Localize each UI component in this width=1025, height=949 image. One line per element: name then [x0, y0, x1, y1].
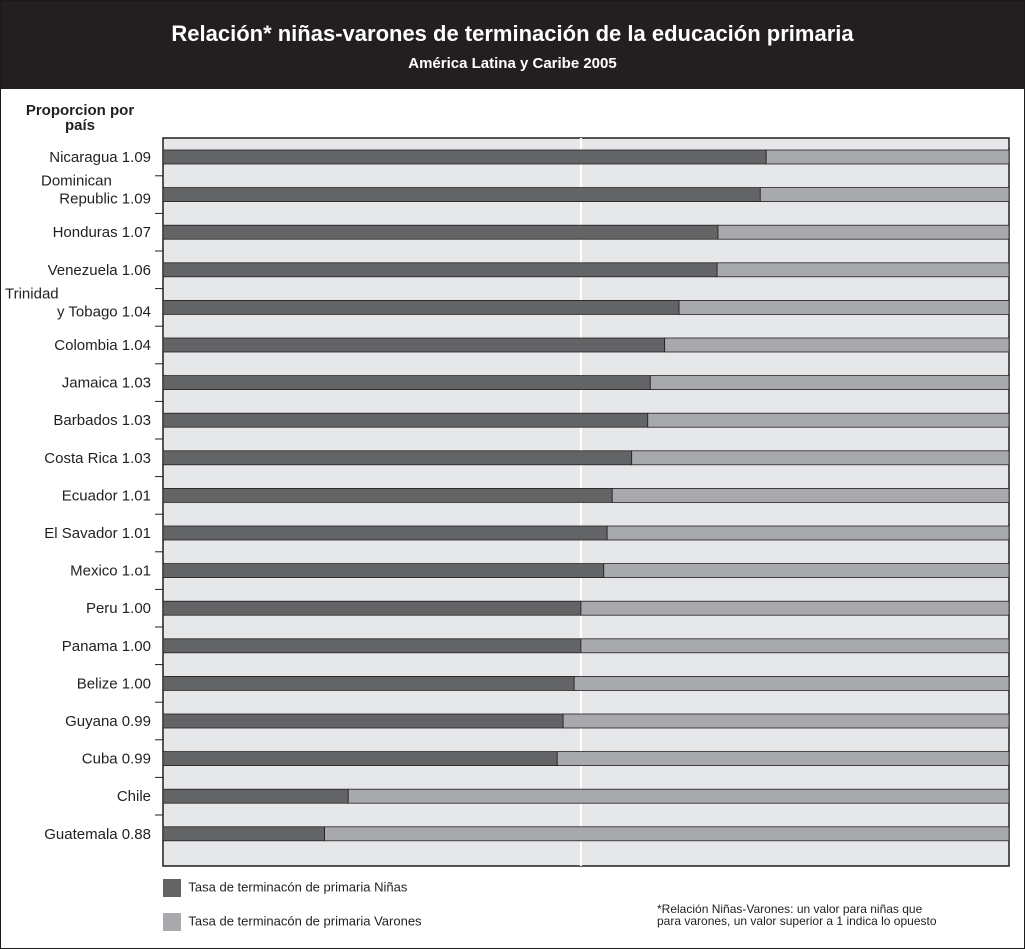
- category-label: Jamaica 1.03: [62, 375, 151, 392]
- category-label: Cuba 0.99: [82, 751, 151, 768]
- bar-boys: [580, 638, 1010, 654]
- bar-girls: [162, 337, 666, 353]
- bar-boys: [631, 450, 1010, 466]
- bar-girls: [162, 788, 349, 804]
- bar-boys: [765, 149, 1010, 165]
- bar-boys: [759, 187, 1010, 203]
- category-label: Mexico 1.o1: [70, 563, 151, 580]
- category-label-line-1: Trinidad: [5, 285, 59, 302]
- legend-swatch-girls: [163, 879, 181, 897]
- bar-girls: [162, 713, 564, 729]
- bar-boys: [347, 788, 1010, 804]
- bar-girls: [162, 676, 575, 691]
- category-label: Ecuador 1.01: [62, 487, 151, 504]
- legend-label-boys: Tasa de terminacón de primaria Varones: [188, 913, 422, 929]
- footnote-line-1: *Relación Niñas-Varones: un valor para n…: [657, 902, 923, 916]
- bar-boys: [603, 563, 1010, 578]
- category-label: Costa Rica 1.03: [44, 450, 151, 467]
- bar-boys: [678, 299, 1010, 315]
- category-label: Guyana 0.99: [65, 713, 151, 730]
- category-label: Guatemala 0.88: [44, 826, 151, 843]
- bar-girls: [162, 187, 761, 203]
- category-label: Colombia 1.04: [54, 337, 151, 354]
- category-label-line-1: Dominican: [41, 173, 112, 190]
- bar-boys: [717, 224, 1010, 240]
- category-label-line-2: Republic 1.09: [59, 191, 151, 208]
- legend-swatch-boys: [163, 913, 181, 931]
- bar-boys: [580, 600, 1010, 616]
- bar-girls: [162, 826, 325, 842]
- bar-boys: [606, 525, 1010, 541]
- category-label: Barbados 1.03: [53, 412, 151, 429]
- bar-boys: [716, 262, 1010, 278]
- y-axis-title: Proporcion por país: [25, 102, 135, 134]
- bar-girls: [162, 450, 633, 466]
- bar-boys: [556, 751, 1010, 766]
- chart-header: Relación* niñas-varones de terminación d…: [1, 1, 1024, 89]
- category-label: Honduras 1.07: [53, 224, 151, 241]
- category-label: Belize 1.00: [77, 675, 151, 692]
- bar-girls: [162, 375, 651, 391]
- category-label: Chile: [117, 788, 151, 805]
- bar-girls: [162, 751, 558, 766]
- bar-boys: [647, 412, 1010, 428]
- legend-item-boys: Tasa de terminacón de primaria Varones: [163, 913, 422, 931]
- category-label-line-2: y Tobago 1.04: [57, 303, 151, 320]
- category-label: Peru 1.00: [86, 600, 151, 617]
- legend-label-girls: Tasa de terminacón de primaria Niñas: [188, 879, 408, 895]
- bar-boys: [324, 826, 1010, 842]
- bar-girls: [162, 149, 767, 165]
- bar-girls: [162, 299, 680, 315]
- category-label: El Savador 1.01: [44, 525, 151, 542]
- chart-title: Relación* niñas-varones de terminación d…: [171, 21, 854, 46]
- bar-boys: [664, 337, 1010, 353]
- footnote: *Relación Niñas-Varones: un valor para n…: [657, 903, 1017, 927]
- category-label: Nicaragua 1.09: [49, 149, 151, 166]
- legend-item-girls: Tasa de terminacón de primaria Niñas: [163, 879, 407, 897]
- bar-boys: [562, 713, 1010, 729]
- bar-girls: [162, 563, 605, 578]
- bar-boys: [649, 375, 1010, 391]
- bar-girls: [162, 224, 719, 240]
- bar-boys: [573, 676, 1010, 691]
- bar-girls: [162, 638, 582, 654]
- chart-subtitle: América Latina y Caribe 2005: [408, 55, 617, 72]
- footnote-line-2: para varones, un valor superior a 1 indi…: [657, 914, 937, 928]
- bar-girls: [162, 412, 649, 428]
- category-label: Panama 1.00: [62, 638, 151, 655]
- bar-girls: [162, 600, 582, 616]
- bar-girls: [162, 525, 608, 541]
- bar-girls: [162, 262, 718, 278]
- bar-girls: [162, 487, 613, 503]
- bar-boys: [611, 487, 1010, 503]
- category-label: Venezuela 1.06: [48, 262, 151, 279]
